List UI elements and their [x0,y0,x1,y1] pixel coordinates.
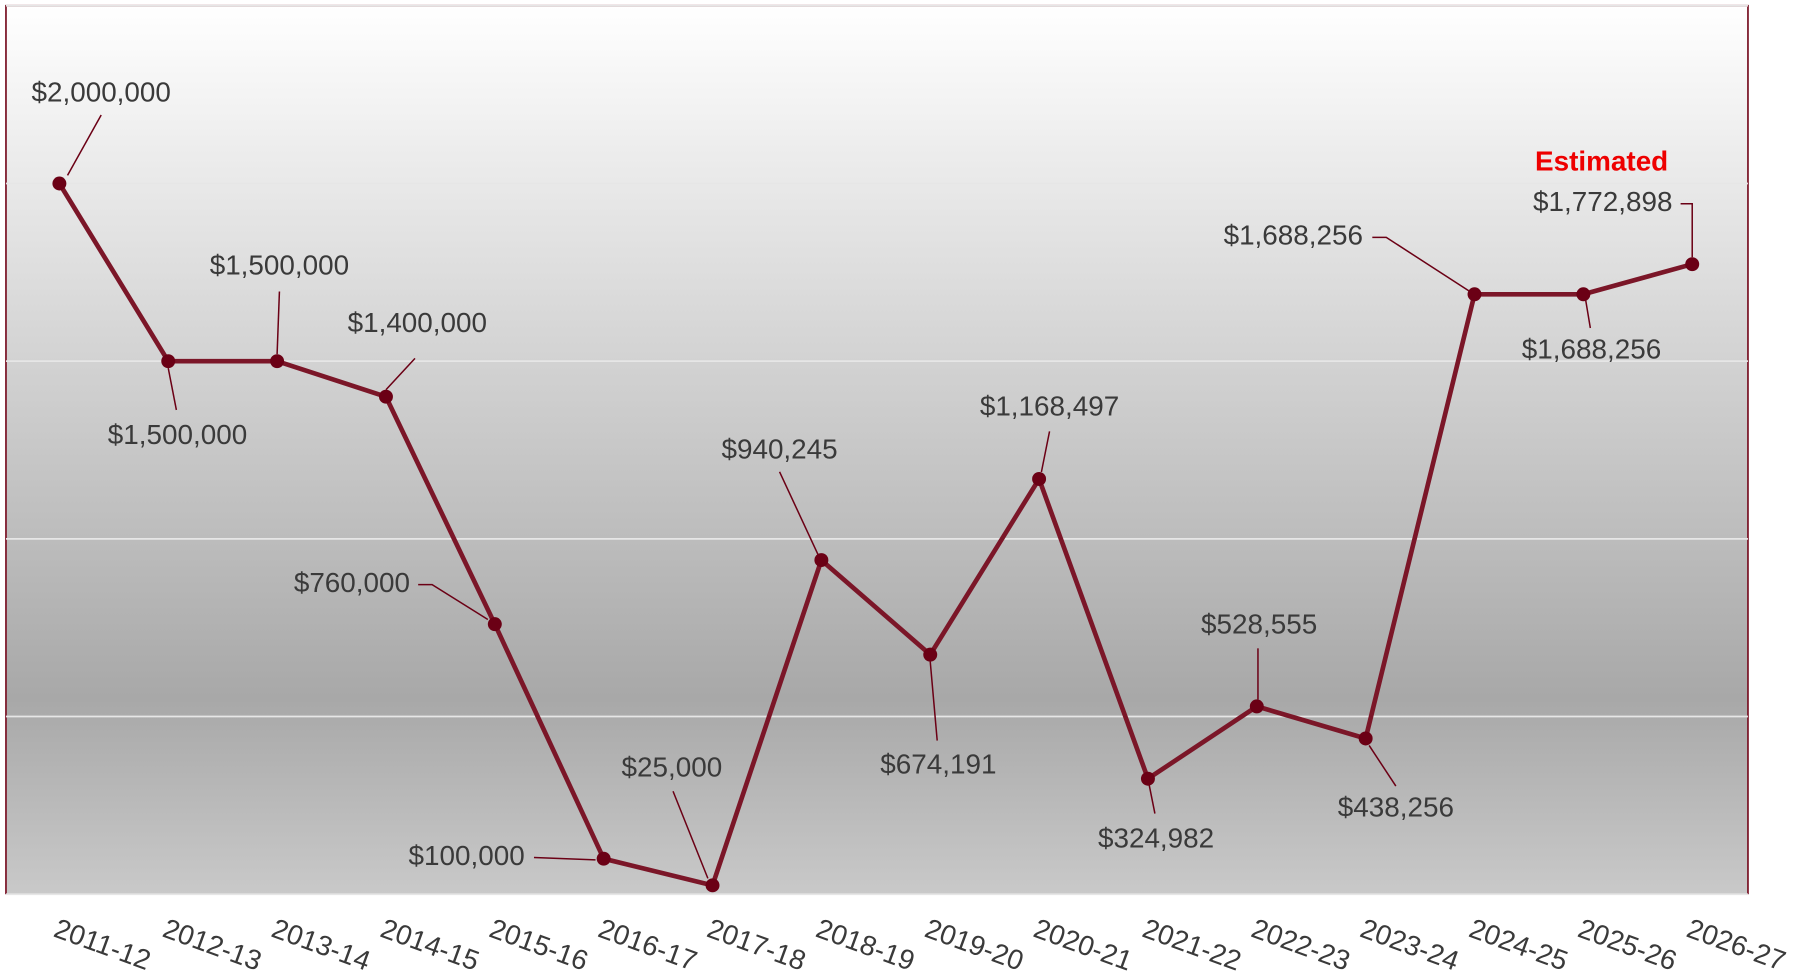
value-label: $100,000 [408,840,524,871]
leader-line [778,471,819,555]
x-tick-label: 2013-14 [268,912,375,976]
data-point [1140,771,1155,786]
x-tick-label: 2014-15 [377,912,484,976]
x-tick-label: 2015-16 [486,912,593,976]
value-label: $1,772,898 [1533,186,1672,217]
leader-line [167,367,178,411]
leader-line [1368,745,1397,787]
annotation: Estimated [1535,146,1668,177]
data-point [596,851,611,866]
x-tick-label: 2021-22 [1139,912,1246,976]
leader-line [1148,784,1156,814]
leader-line [1040,431,1051,473]
data-line [57,182,1693,888]
value-label: $1,500,000 [108,419,247,450]
leader-line [276,291,281,355]
data-point [1685,257,1700,272]
value-label: $25,000 [622,752,723,783]
value-label: $760,000 [294,567,410,598]
value-label: $1,500,000 [210,249,349,280]
value-label: $1,400,000 [348,307,487,338]
leader-line [66,114,102,176]
data-point [1358,731,1373,746]
value-label: $438,256 [1338,792,1454,823]
value-label: $1,168,497 [980,390,1119,421]
data-point [161,354,176,369]
data-point [1249,699,1264,714]
leader-line [1680,203,1693,258]
value-label: $1,688,256 [1522,334,1661,365]
leader-line [929,661,938,741]
leader-line [1372,236,1470,292]
x-tick-label: 2022-23 [1248,912,1355,976]
x-tick-label: 2018-19 [812,912,919,976]
value-label: $940,245 [721,433,837,464]
data-point [705,878,720,893]
value-label: $1,688,256 [1224,220,1363,251]
x-tick-label: 2019-20 [921,912,1028,976]
leader-line [533,856,596,861]
leader-line [385,357,416,391]
x-tick-label: 2012-13 [159,912,266,976]
x-tick-label: 2026-27 [1683,912,1790,976]
x-tick-label: 2025-26 [1574,912,1681,976]
x-tick-label: 2016-17 [594,912,701,976]
x-tick-label: 2024-25 [1465,912,1572,976]
x-tick-label: 2023-24 [1356,912,1463,976]
value-label: $528,555 [1201,609,1317,640]
x-tick-label: 2017-18 [703,912,810,976]
data-point [487,617,502,632]
data-point [1576,287,1591,302]
plot-area [5,5,1748,895]
data-point [270,354,285,369]
data-point [1032,472,1047,486]
data-point [378,389,393,404]
leader-line [418,583,489,621]
data-point [52,176,67,191]
leader-line [1584,299,1592,329]
x-tick-label: 2020-21 [1030,912,1137,976]
value-label: $324,982 [1098,823,1214,854]
data-point [923,647,938,662]
value-label: $674,191 [880,748,996,779]
data-point [1467,287,1482,302]
value-label: $2,000,000 [31,76,170,107]
data-point [814,553,829,568]
x-tick-label: 2011-12 [50,912,155,975]
leader-line [672,790,709,879]
